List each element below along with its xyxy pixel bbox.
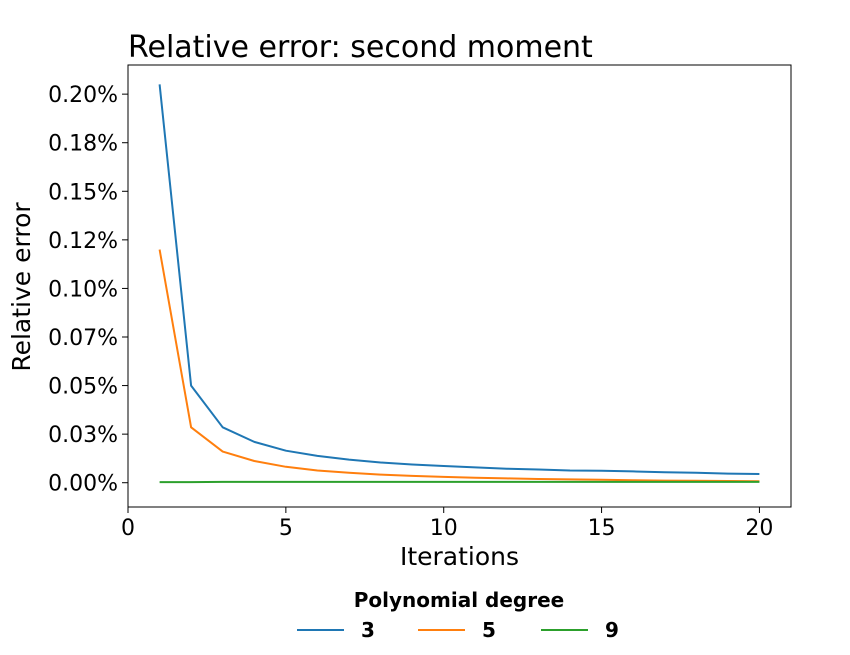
legend-label: 9 <box>605 618 619 642</box>
plot-area <box>160 84 760 482</box>
legend-title: Polynomial degree <box>354 588 564 612</box>
y-tick-label: 0.03% <box>48 423 118 448</box>
x-axis: 0 5 10 15 20 <box>121 507 773 541</box>
series-line-3 <box>160 84 760 474</box>
y-tick-label: 0.15% <box>48 180 118 205</box>
y-tick-label: 0.05% <box>48 375 118 400</box>
y-tick-label: 0.07% <box>48 326 118 351</box>
y-tick-label: 0.00% <box>48 472 118 497</box>
legend-item-5: 5 <box>418 618 496 642</box>
legend: Polynomial degree 3 5 9 <box>297 588 619 642</box>
x-tick-label: 10 <box>430 516 458 541</box>
plot-frame <box>128 65 791 507</box>
x-tick-label: 5 <box>279 516 293 541</box>
y-tick-label: 0.20% <box>48 83 118 108</box>
y-axis: 0.00% 0.03% 0.05% 0.07% 0.10% 0.12% 0.15% 0.18%… <box>48 83 128 497</box>
x-tick-label: 15 <box>588 516 616 541</box>
series-line-5 <box>160 250 760 482</box>
x-tick-label: 0 <box>121 516 135 541</box>
legend-item-9: 9 <box>541 618 619 642</box>
y-axis-label: Relative error <box>7 202 36 372</box>
y-tick-label: 0.10% <box>48 277 118 302</box>
x-axis-label: Iterations <box>400 542 519 571</box>
y-tick-label: 0.12% <box>48 229 118 254</box>
legend-item-3: 3 <box>297 618 375 642</box>
y-tick-label: 0.18% <box>48 132 118 157</box>
chart-title: Relative error: second moment <box>128 30 593 65</box>
legend-label: 3 <box>361 618 375 642</box>
legend-label: 5 <box>482 618 496 642</box>
x-tick-label: 20 <box>745 516 773 541</box>
